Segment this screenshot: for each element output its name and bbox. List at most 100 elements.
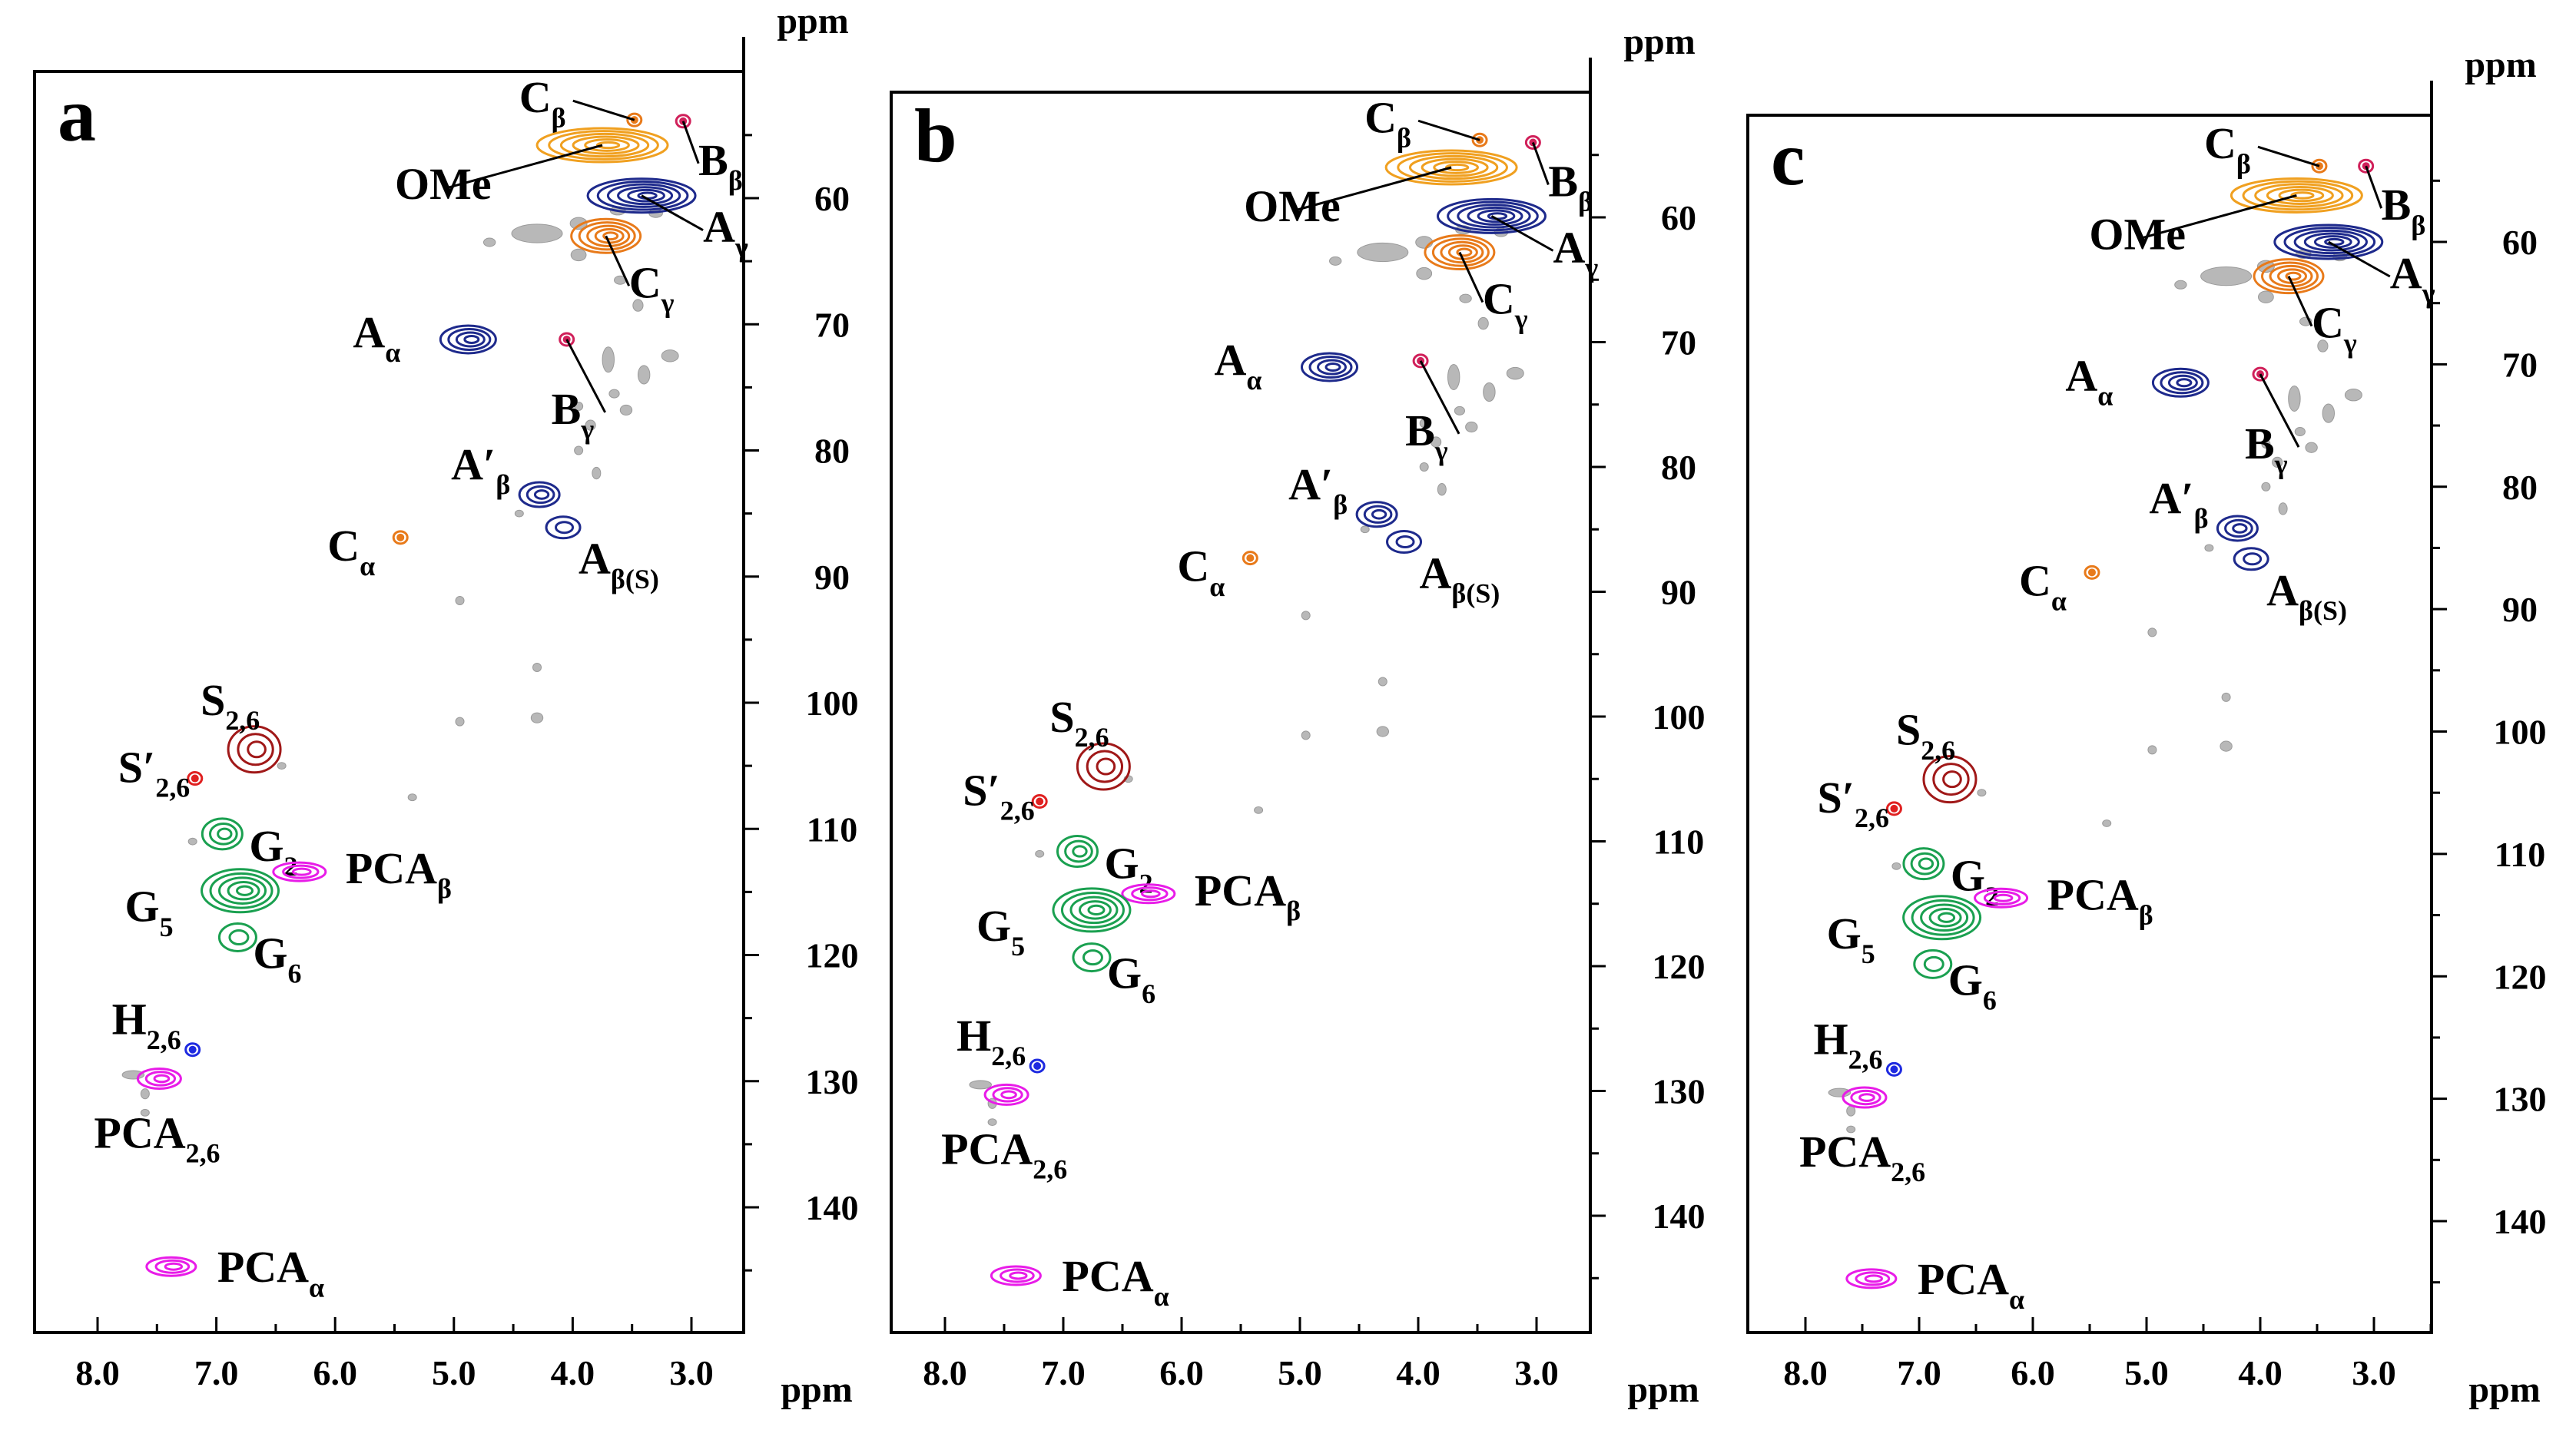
contour-ring bbox=[2224, 518, 2253, 538]
x-unit-label: ppm bbox=[2468, 1369, 2540, 1410]
peak-OMe: OMe bbox=[395, 127, 669, 209]
contour-ring bbox=[145, 1256, 197, 1277]
peak-label-PCAα: PCAα bbox=[1918, 1254, 2024, 1315]
contour-ring bbox=[247, 740, 267, 759]
contour-ring bbox=[1131, 886, 1169, 902]
contour-ring bbox=[1308, 356, 1353, 379]
contour-ring bbox=[1078, 900, 1112, 920]
contour-ring bbox=[1412, 353, 1429, 369]
peak-OMe: OMe bbox=[2089, 177, 2363, 259]
label-leader bbox=[1531, 141, 1550, 186]
peak-Cα: Cα bbox=[327, 521, 409, 581]
contour-ring bbox=[2293, 229, 2368, 255]
contour-ring bbox=[154, 1259, 191, 1274]
peak-label-G2: G2 bbox=[249, 821, 297, 882]
peak-Bγ: Bγ bbox=[552, 332, 606, 445]
peak-label-PCAα: PCAα bbox=[1062, 1251, 1169, 1312]
y-unit-label: ppm bbox=[1623, 22, 1695, 62]
unassigned-peak bbox=[2294, 427, 2306, 437]
peak-label-Bγ: Bγ bbox=[2245, 419, 2288, 479]
peak-core bbox=[1036, 797, 1044, 806]
contour-ring bbox=[2160, 371, 2204, 395]
unassigned-peak bbox=[455, 717, 465, 727]
peak-label-PCA2,6: PCA2,6 bbox=[941, 1124, 1067, 1184]
contour-ring bbox=[2290, 191, 2315, 200]
peak-label-Aβ(S): Aβ(S) bbox=[1420, 548, 1500, 609]
unassigned-peak bbox=[632, 299, 644, 312]
unassigned-peak bbox=[482, 237, 496, 247]
label-leader bbox=[565, 339, 606, 413]
contour-ring bbox=[1858, 1093, 1875, 1102]
contour-ring bbox=[2313, 235, 2352, 249]
contour-ring bbox=[2273, 223, 2384, 260]
contour-ring bbox=[1471, 132, 1488, 147]
peak-label-G6: G6 bbox=[1107, 948, 1155, 1009]
unassigned-peak bbox=[2272, 456, 2283, 468]
peak-label-G6: G6 bbox=[1948, 955, 1997, 1015]
contour-ring bbox=[1363, 505, 1393, 524]
peak-PCA2,6: PCA2,6 bbox=[1799, 1086, 1925, 1187]
unassigned-peak bbox=[1301, 611, 1311, 621]
contour-ring bbox=[1431, 237, 1490, 267]
peak-label-S2,6: S2,6 bbox=[1896, 705, 1955, 766]
peak-H2,6: H2,6 bbox=[1813, 1014, 1902, 1077]
unassigned-peak bbox=[1035, 849, 1045, 858]
y-tick-label: 60 bbox=[814, 179, 850, 218]
x-tick-label: 3.0 bbox=[669, 1353, 714, 1392]
contour-ring bbox=[586, 177, 697, 214]
peak-S2,6: S2,6 bbox=[201, 675, 282, 774]
peak-label-S′2,6: S′2,6 bbox=[1817, 773, 1889, 833]
contour-ring bbox=[545, 515, 582, 540]
contour-ring bbox=[675, 114, 691, 129]
contour-ring bbox=[209, 872, 274, 909]
contour-ring bbox=[578, 221, 636, 251]
unassigned-peak bbox=[530, 712, 544, 723]
peak-label-Aγ: Aγ bbox=[1553, 222, 1598, 283]
y-tick-label: 70 bbox=[2502, 345, 2538, 384]
unassigned-peak bbox=[407, 793, 417, 802]
peak-label-OMe: OMe bbox=[395, 159, 492, 209]
contour-ring bbox=[1922, 755, 1978, 804]
x-tick-label: 4.0 bbox=[2238, 1353, 2283, 1392]
y-tick-label: 120 bbox=[806, 936, 859, 975]
peak-label-H2,6: H2,6 bbox=[956, 1011, 1026, 1071]
contour-ring bbox=[595, 141, 621, 150]
y-unit-label: ppm bbox=[777, 1, 848, 41]
peak-Bγ: Bγ bbox=[2245, 366, 2300, 479]
contour-ring bbox=[282, 864, 320, 879]
y-tick-label: 130 bbox=[2494, 1080, 2547, 1119]
contour-ring bbox=[2084, 564, 2100, 580]
contour-ring bbox=[1397, 152, 1508, 183]
y-unit-label: ppm bbox=[2465, 45, 2536, 85]
contour-ring bbox=[2269, 264, 2313, 288]
contour-ring bbox=[617, 186, 674, 206]
y-tick-label: 110 bbox=[2495, 835, 2545, 874]
peak-core bbox=[191, 774, 199, 783]
peak-label-Bβ: Bβ bbox=[698, 135, 743, 196]
contour-ring bbox=[1076, 742, 1131, 791]
contour-ring bbox=[548, 130, 659, 161]
label-leader bbox=[681, 121, 700, 164]
contour-ring bbox=[218, 876, 267, 905]
contour-ring bbox=[535, 127, 669, 164]
contour-ring bbox=[1447, 244, 1478, 260]
unassigned-peak bbox=[2221, 692, 2231, 702]
unassigned-peak bbox=[1846, 1125, 1856, 1134]
peak-label-Cγ: Cγ bbox=[1483, 274, 1528, 335]
contour-ring bbox=[594, 227, 625, 244]
contour-ring bbox=[1855, 1271, 1891, 1286]
peak-label-OMe: OMe bbox=[2089, 209, 2186, 259]
unassigned-peak bbox=[1506, 366, 1524, 380]
contour-ring bbox=[1447, 200, 1539, 232]
peak-G2: G2 bbox=[201, 817, 297, 882]
label-leader bbox=[1417, 119, 1480, 141]
peak-A′β: A′β bbox=[1288, 459, 1398, 528]
peak-label-Bβ: Bβ bbox=[2382, 180, 2426, 240]
panel-b: 8.0 7.0 6.0 5.0 4.0 3.0 ppm 60 70 80 90 100 110 120 13… bbox=[890, 22, 1706, 1410]
peak-core bbox=[188, 1045, 197, 1054]
contour-ring bbox=[1000, 1090, 1017, 1100]
unassigned-peak bbox=[1378, 677, 1387, 687]
peak-S′2,6: S′2,6 bbox=[963, 766, 1048, 826]
contour-ring bbox=[1355, 501, 1398, 528]
label-leader bbox=[2257, 145, 2320, 167]
